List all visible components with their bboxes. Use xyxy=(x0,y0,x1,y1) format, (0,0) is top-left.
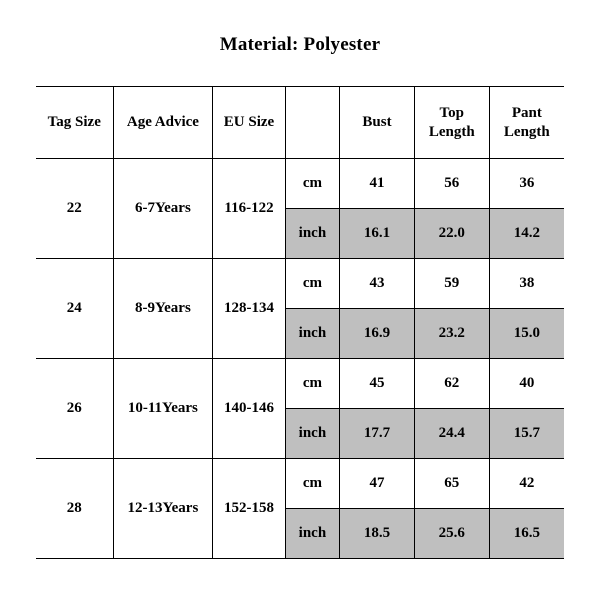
cell-unit-cm: cm xyxy=(285,259,339,309)
cell-pant: 15.0 xyxy=(489,309,564,359)
material-label: Material: xyxy=(220,34,299,55)
cell-unit-cm: cm xyxy=(285,459,339,509)
cell-tag: 22 xyxy=(36,159,113,259)
cell-age: 6-7Years xyxy=(113,159,213,259)
cell-eu: 140-146 xyxy=(213,359,286,459)
cell-bust: 43 xyxy=(340,259,415,309)
cell-bust: 17.7 xyxy=(340,409,415,459)
table-row: 24 8-9Years 128-134 cm 43 59 38 xyxy=(36,259,564,309)
table-row: 26 10-11Years 140-146 cm 45 62 40 xyxy=(36,359,564,409)
cell-unit-inch: inch xyxy=(285,309,339,359)
cell-top: 25.6 xyxy=(414,509,489,559)
table-row: 22 6-7Years 116-122 cm 41 56 36 xyxy=(36,159,564,209)
cell-age: 10-11Years xyxy=(113,359,213,459)
cell-top: 56 xyxy=(414,159,489,209)
material-value: Polyester xyxy=(304,34,381,55)
page-title: Material: Polyester xyxy=(36,34,564,56)
cell-top: 65 xyxy=(414,459,489,509)
cell-top: 23.2 xyxy=(414,309,489,359)
cell-top: 24.4 xyxy=(414,409,489,459)
cell-pant: 40 xyxy=(489,359,564,409)
cell-bust: 18.5 xyxy=(340,509,415,559)
cell-bust: 45 xyxy=(340,359,415,409)
col-bust: Bust xyxy=(340,87,415,159)
cell-tag: 28 xyxy=(36,459,113,559)
cell-eu: 152-158 xyxy=(213,459,286,559)
cell-unit-inch: inch xyxy=(285,509,339,559)
cell-age: 8-9Years xyxy=(113,259,213,359)
cell-pant: 15.7 xyxy=(489,409,564,459)
col-top-length: Top Length xyxy=(414,87,489,159)
cell-bust: 16.9 xyxy=(340,309,415,359)
sizing-table-document: { "title_label": "Material:", "title_val… xyxy=(0,0,600,600)
cell-unit-inch: inch xyxy=(285,409,339,459)
col-unit xyxy=(285,87,339,159)
cell-pant: 36 xyxy=(489,159,564,209)
cell-bust: 41 xyxy=(340,159,415,209)
cell-pant: 16.5 xyxy=(489,509,564,559)
cell-age: 12-13Years xyxy=(113,459,213,559)
cell-pant: 38 xyxy=(489,259,564,309)
cell-pant: 42 xyxy=(489,459,564,509)
col-pant-length: Pant Length xyxy=(489,87,564,159)
cell-pant: 14.2 xyxy=(489,209,564,259)
cell-bust: 16.1 xyxy=(340,209,415,259)
cell-eu: 128-134 xyxy=(213,259,286,359)
col-tag-size: Tag Size xyxy=(36,87,113,159)
cell-tag: 24 xyxy=(36,259,113,359)
cell-top: 22.0 xyxy=(414,209,489,259)
col-age-advice: Age Advice xyxy=(113,87,213,159)
size-table: Tag Size Age Advice EU Size Bust Top Len… xyxy=(36,86,564,559)
cell-unit-cm: cm xyxy=(285,359,339,409)
cell-eu: 116-122 xyxy=(213,159,286,259)
cell-top: 62 xyxy=(414,359,489,409)
col-eu-size: EU Size xyxy=(213,87,286,159)
cell-unit-inch: inch xyxy=(285,209,339,259)
cell-tag: 26 xyxy=(36,359,113,459)
cell-unit-cm: cm xyxy=(285,159,339,209)
header-row: Tag Size Age Advice EU Size Bust Top Len… xyxy=(36,87,564,159)
table-row: 28 12-13Years 152-158 cm 47 65 42 xyxy=(36,459,564,509)
cell-top: 59 xyxy=(414,259,489,309)
cell-bust: 47 xyxy=(340,459,415,509)
